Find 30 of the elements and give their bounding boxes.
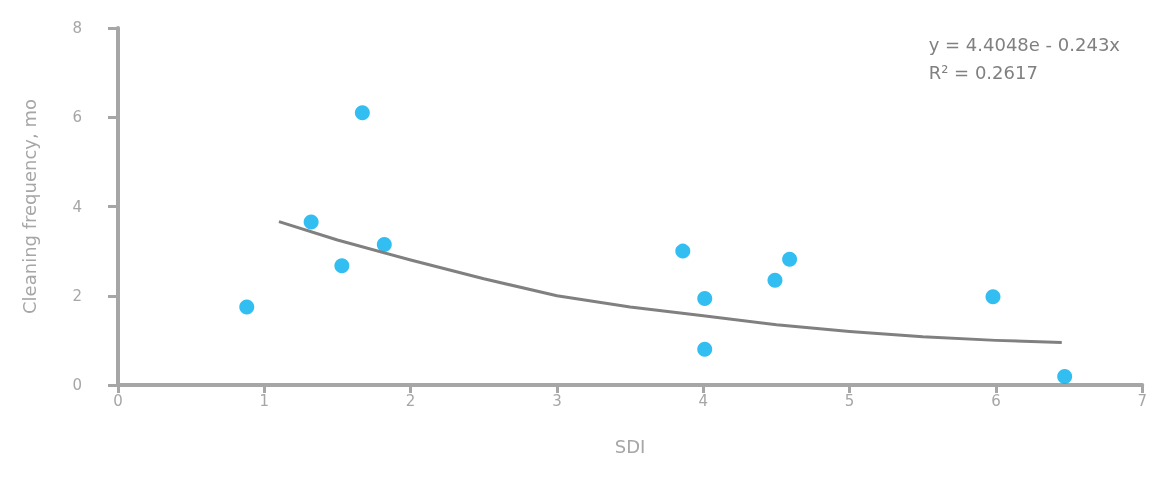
point	[767, 272, 783, 288]
point	[697, 290, 713, 306]
x-axis-title: SDI	[614, 435, 646, 457]
point	[334, 258, 350, 274]
point	[697, 341, 713, 357]
point	[675, 243, 691, 259]
y-axis-title: Cleaning frequency, mo	[18, 99, 40, 314]
x-tick-label: 0	[113, 391, 123, 410]
x-tick-label: 3	[552, 391, 562, 410]
y-tick-label: 2	[72, 286, 82, 305]
x-tick-label: 2	[405, 391, 416, 410]
y-tick-label: 6	[72, 108, 82, 127]
x-tick-label: 5	[844, 391, 855, 410]
point	[782, 251, 798, 267]
point	[239, 299, 255, 315]
y-tick-label: 8	[72, 19, 82, 37]
point	[354, 105, 370, 121]
annotation: R² = 0.2617	[928, 61, 1038, 83]
x-tick-label: 4	[698, 391, 709, 410]
point	[376, 236, 392, 252]
y-tick-label: 4	[72, 197, 82, 216]
x-tick-label: 1	[259, 391, 270, 410]
line-series	[277, 220, 1064, 345]
point	[1057, 369, 1073, 385]
point	[303, 214, 319, 230]
x-tick-label: 7	[1137, 391, 1147, 410]
point	[985, 289, 1001, 305]
annotation: y = 4.4048e - 0.243x	[928, 33, 1121, 55]
x-tick-label: 6	[991, 391, 1001, 410]
y-tick-label: 0	[72, 376, 82, 394]
